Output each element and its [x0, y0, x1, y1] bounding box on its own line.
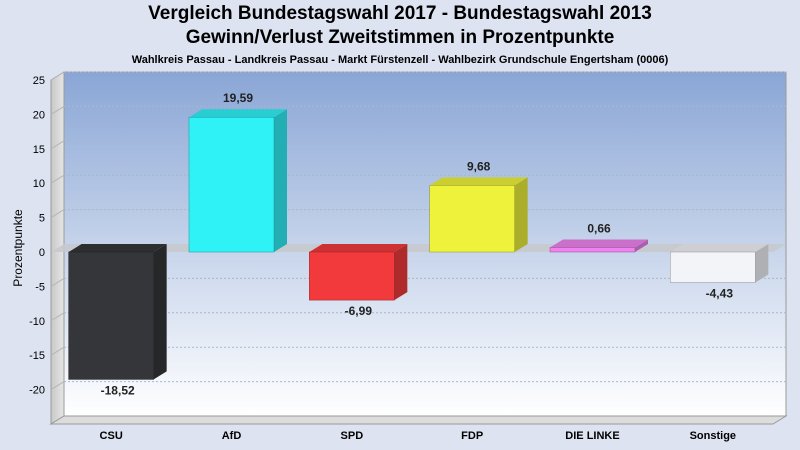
bar-side	[635, 239, 648, 252]
data-label: 19,59	[223, 91, 253, 105]
chart-title: Vergleich Bundestagswahl 2017 - Bundesta…	[148, 3, 652, 24]
bar	[188, 116, 275, 253]
x-tick-label: DIE LINKE	[565, 430, 619, 442]
gridline-side	[50, 105, 65, 115]
chart-title-line2: Gewinn/Verlust Zweitstimmen in Prozentpu…	[185, 27, 615, 48]
x-tick-label: SPD	[341, 430, 364, 442]
bar-top	[68, 244, 167, 252]
bar-top	[309, 244, 408, 252]
gridline-side	[50, 312, 65, 322]
bar-side	[274, 109, 287, 253]
chart-subtitle: Wahlkreis Passau - Landkreis Passau - Ma…	[131, 54, 669, 66]
bar	[309, 251, 395, 301]
y-tick-label: -5	[35, 281, 45, 293]
bar	[549, 247, 636, 253]
gridline-side	[50, 277, 65, 287]
bar-side	[755, 244, 769, 283]
y-tick-label: 0	[39, 247, 45, 259]
y-tick-label: -10	[29, 316, 45, 328]
gridline-side	[50, 71, 65, 81]
y-tick-label: -15	[29, 350, 45, 362]
data-label: -6,99	[345, 304, 373, 318]
gridline-side	[50, 209, 65, 219]
x-tick-label: Sonstige	[690, 430, 736, 442]
bar-top	[429, 177, 528, 186]
gridline-side	[50, 140, 65, 150]
data-label: -18,52	[101, 383, 135, 397]
bar-side	[394, 244, 408, 301]
x-tick-label: AfD	[222, 430, 242, 442]
bar-top	[550, 239, 648, 248]
x-tick-label: CSU	[100, 430, 123, 442]
y-tick-label: 20	[33, 109, 45, 121]
y-tick-label: 15	[33, 144, 45, 156]
bar-side	[153, 244, 167, 380]
data-label: -4,43	[706, 286, 734, 300]
y-tick-label: 5	[39, 213, 45, 225]
x-tick-label: FDP	[461, 430, 483, 442]
floor	[49, 415, 788, 425]
bar	[670, 251, 756, 283]
gridline-side	[50, 346, 65, 356]
bar-side	[514, 177, 528, 252]
bar	[68, 251, 154, 380]
gridline-side	[50, 381, 65, 391]
y-tick-label: 25	[33, 75, 45, 87]
gridline-side	[50, 174, 65, 184]
bar-top	[189, 109, 287, 118]
y-axis-title: Prozentpunkte	[11, 209, 25, 287]
bar	[429, 185, 515, 253]
bar-top	[670, 244, 769, 252]
data-label: 0,66	[587, 221, 611, 235]
y-tick-label: -20	[29, 385, 45, 397]
data-label: 9,68	[467, 159, 491, 173]
y-tick-label: 10	[33, 178, 45, 190]
